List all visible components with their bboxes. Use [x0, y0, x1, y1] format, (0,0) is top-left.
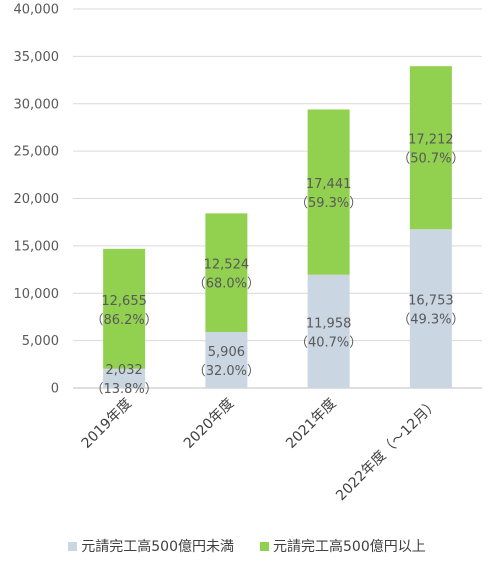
bar-segment-over-50b [205, 213, 248, 333]
legend-item-under-50b: 元請完工高500億円未満 [68, 536, 234, 556]
data-label-value: 16,753 [408, 294, 454, 309]
legend-item-over-50b: 元請完工高500億円以上 [260, 536, 426, 556]
y-tick-label: 5,000 [22, 334, 59, 349]
x-category-label: 2020年度 [181, 396, 237, 452]
y-tick-label: 10,000 [14, 287, 60, 302]
data-label-value: 17,212 [408, 133, 454, 148]
data-labels: 2,032 （13.8%） 12,655 （86.2%） 5,906 （32.0%） 12,… [90, 133, 464, 397]
bar-segment-over-50b [307, 109, 350, 275]
y-tick-label: 30,000 [14, 97, 60, 112]
legend-label-under-50b: 元請完工高500億円未満 [81, 539, 234, 555]
data-label-value: 17,441 [306, 177, 352, 192]
bar-segment-under-50b [103, 368, 146, 388]
legend-swatch-over-50b [260, 541, 269, 551]
legend: 元請完工高500億円未満 元請完工高500億円以上 [0, 534, 494, 558]
data-label-value: 2,032 [106, 363, 143, 378]
data-label-percent: （50.7%） [397, 152, 464, 167]
data-label-percent: （13.8%） [90, 382, 157, 397]
legend-swatch-under-50b [68, 541, 78, 551]
y-tick-label: 40,000 [14, 3, 60, 18]
data-label-value: 12,655 [101, 294, 147, 309]
data-label-value: 11,958 [306, 316, 352, 331]
data-label-percent: （86.2%） [90, 313, 157, 328]
y-tick-label: 25,000 [14, 145, 60, 160]
data-label-value: 5,906 [208, 345, 245, 360]
data-label-percent: （49.3%） [397, 313, 464, 328]
y-axis-ticks: 0 5,000 10,000 15,000 20,000 25,000 30,000 35,0… [14, 3, 60, 397]
bar-segment-under-50b [307, 274, 350, 388]
x-category-label: 2022年度（～12月） [333, 396, 442, 505]
data-label-percent: （68.0%） [193, 277, 260, 292]
stacked-bar-chart: 0 5,000 10,000 15,000 20,000 25,000 30,000 35,0… [14, 3, 482, 505]
bar-segment-under-50b [409, 229, 452, 388]
y-tick-label: 35,000 [14, 50, 60, 65]
legend-label-over-50b: 元請完工高500億円以上 [273, 539, 426, 555]
y-tick-label: 0 [51, 382, 59, 397]
data-label-percent: （40.7%） [295, 335, 362, 350]
bars [103, 66, 452, 388]
data-label-value: 12,524 [204, 258, 250, 273]
bar-segment-over-50b [103, 248, 146, 369]
bar-segment-over-50b [409, 66, 452, 230]
bar-segment-under-50b [205, 332, 248, 388]
y-tick-label: 15,000 [14, 239, 60, 254]
data-label-percent: （32.0%） [193, 364, 260, 379]
data-label-percent: （59.3%） [295, 196, 362, 211]
x-category-label: 2019年度 [79, 396, 135, 452]
y-tick-label: 20,000 [14, 192, 60, 207]
x-category-label: 2021年度 [283, 396, 339, 452]
